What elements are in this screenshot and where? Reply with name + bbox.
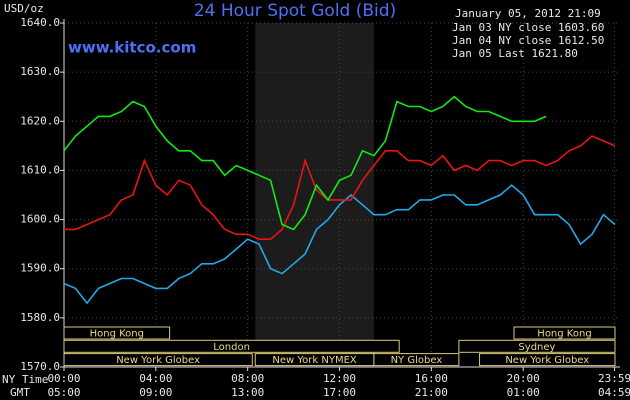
x-tick-label: 20:00 — [507, 372, 540, 385]
x2-tick-label: 05:00 — [47, 386, 80, 399]
session-bar — [63, 339, 400, 353]
session-label: New York Globex — [505, 355, 589, 366]
y-tick-label: 1620.0 — [20, 114, 60, 127]
y-tick-label: 1640.0 — [20, 16, 60, 29]
session-bar — [479, 353, 616, 367]
session-label: Hong Kong — [90, 329, 144, 340]
series-line — [63, 184, 616, 305]
y-tick-label: 1590.0 — [20, 262, 60, 275]
x2-tick-label: 01:00 — [507, 386, 540, 399]
chart-title: 24 Hour Spot Gold (Bid) — [194, 1, 396, 21]
series-line — [63, 95, 547, 231]
x-tick-label: 00:00 — [47, 372, 80, 385]
x2-tick-label: 04:59 — [598, 386, 630, 399]
session-label: London — [213, 342, 250, 353]
y-tick-label: 1630.0 — [20, 65, 60, 78]
highlight-span — [255, 23, 374, 367]
legend-entry: Jan 03 NY close 1603.60 — [452, 21, 604, 34]
x-tick-label: 23:59 — [598, 372, 630, 385]
timestamp: January 05, 2012 21:09 — [455, 7, 601, 20]
legend-entry: Jan 05 Last 1621.80 — [452, 47, 578, 60]
x2-row-label: GMT — [10, 386, 30, 399]
session-bar — [63, 353, 253, 367]
x-row-label: NY Time — [2, 373, 48, 386]
x-tick-label: 04:00 — [139, 372, 172, 385]
y-tick-label: 1610.0 — [20, 163, 60, 176]
y-tick-label: 1570.0 — [20, 360, 60, 373]
x-tick-label: 12:00 — [323, 372, 356, 385]
session-bar — [373, 353, 460, 367]
x-tick-label: 16:00 — [415, 372, 448, 385]
x2-tick-label: 17:00 — [323, 386, 356, 399]
x2-tick-label: 09:00 — [139, 386, 172, 399]
session-label: New York NYMEX — [272, 355, 357, 366]
series-line — [64, 135, 616, 240]
y-tick-label: 1580.0 — [20, 311, 60, 324]
session-bar — [63, 326, 171, 340]
y-tick-label: 1600.0 — [20, 213, 60, 226]
session-label: New York Globex — [116, 355, 200, 366]
session-bar — [513, 326, 616, 340]
y-axis-label: USD/oz — [4, 2, 44, 15]
session-bar — [458, 339, 616, 353]
session-label: Sydney — [518, 342, 555, 353]
session-label: NY Globex — [391, 355, 443, 366]
legend-entry: Jan 04 NY close 1612.50 — [452, 34, 604, 47]
x2-tick-label: 13:00 — [231, 386, 264, 399]
session-label: Hong Kong — [537, 329, 591, 340]
x-tick-label: 08:00 — [231, 372, 264, 385]
x2-tick-label: 21:00 — [415, 386, 448, 399]
site-label: www.kitco.com — [68, 39, 196, 57]
